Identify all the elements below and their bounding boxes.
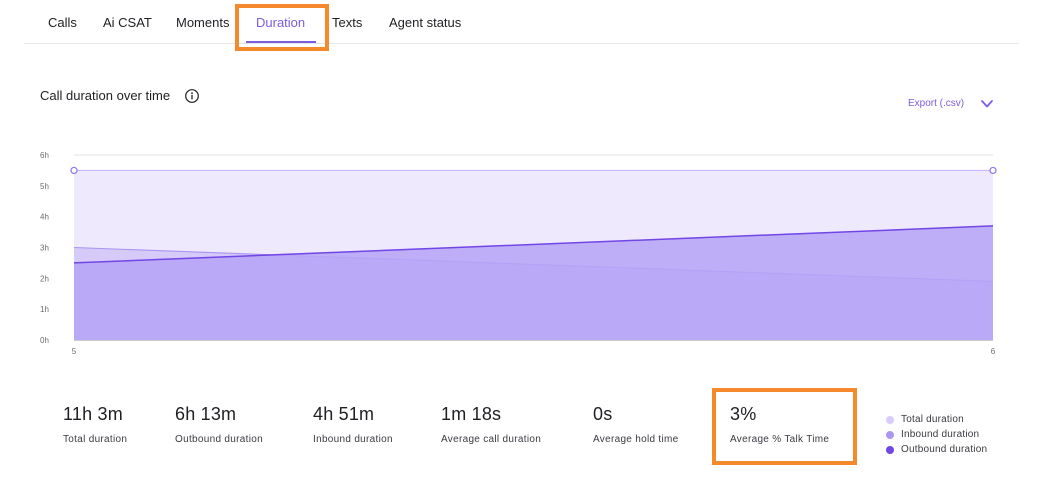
y-tick-label: 6h [40, 151, 49, 160]
stat-total-duration: 11h 3m Total duration [63, 404, 127, 445]
y-tick-label: 0h [40, 336, 49, 345]
call-duration-chart: 0h 1h 2h 3h 4h 5h 6h 5 6 [40, 151, 997, 356]
y-tick-label: 4h [40, 213, 49, 222]
info-icon[interactable] [184, 88, 200, 104]
tab-highlight-box [235, 4, 329, 51]
stat-average-hold-time: 0s Average hold time [593, 404, 679, 445]
chevron-down-icon[interactable] [980, 98, 994, 110]
tab-bar: Calls Ai CSAT Moments Duration Texts Age… [24, 0, 1019, 44]
stat-label: Total duration [63, 434, 128, 445]
tab-calls[interactable]: Calls [48, 15, 77, 30]
y-tick-label: 3h [40, 244, 49, 253]
stat-value: 3% [730, 404, 757, 424]
stat-average-talk-time: 3% Average % Talk Time [730, 404, 829, 445]
stat-highlight-box [712, 388, 857, 465]
x-tick-label: 5 [72, 347, 77, 356]
stat-average-call-duration: 1m 18s Average call duration [441, 404, 541, 445]
data-point [989, 166, 997, 175]
stat-value: 1m 18s [441, 404, 502, 424]
export-csv-link[interactable]: Export (.csv) [908, 98, 965, 109]
stat-label: Outbound duration [175, 434, 263, 445]
tab-ai-csat[interactable]: Ai CSAT [103, 15, 152, 30]
stat-outbound-duration: 6h 13m Outbound duration [175, 404, 263, 445]
legend-item-inbound-duration[interactable]: Inbound duration [886, 427, 987, 442]
stat-value: 4h 51m [313, 404, 375, 424]
stat-value: 6h 13m [175, 404, 237, 424]
tab-duration[interactable]: Duration [256, 15, 306, 30]
x-tick-label: 6 [991, 347, 996, 356]
stat-value: 11h 3m [63, 404, 123, 424]
legend-swatch [886, 415, 894, 424]
tab-texts[interactable]: Texts [332, 15, 363, 30]
stat-label: Average hold time [593, 434, 679, 445]
chart-legend: Total duration Inbound duration Outbound… [886, 412, 987, 457]
y-tick-label: 1h [40, 305, 49, 314]
stat-label: Inbound duration [313, 434, 393, 445]
y-tick-label: 5h [40, 182, 49, 191]
stat-value: 0s [593, 404, 613, 424]
tab-agent-status[interactable]: Agent status [389, 15, 462, 30]
legend-item-total-duration[interactable]: Total duration [886, 412, 987, 427]
data-point [70, 166, 78, 175]
stat-label: Average % Talk Time [730, 434, 830, 445]
stat-inbound-duration: 4h 51m Inbound duration [313, 404, 393, 445]
legend-label: Total duration [901, 414, 964, 425]
legend-item-outbound-duration[interactable]: Outbound duration [886, 442, 987, 457]
legend-swatch [886, 445, 894, 454]
series-outbound-duration-area [74, 225, 993, 340]
legend-swatch [886, 430, 894, 439]
active-tab-indicator [246, 41, 316, 43]
legend-label: Inbound duration [901, 429, 980, 440]
chart-title: Call duration over time [40, 88, 171, 103]
y-tick-label: 2h [40, 274, 49, 283]
series-outbound-duration-line [73, 225, 994, 264]
legend-label: Outbound duration [901, 444, 988, 455]
stat-label: Average call duration [441, 434, 542, 445]
tab-moments[interactable]: Moments [176, 15, 230, 30]
